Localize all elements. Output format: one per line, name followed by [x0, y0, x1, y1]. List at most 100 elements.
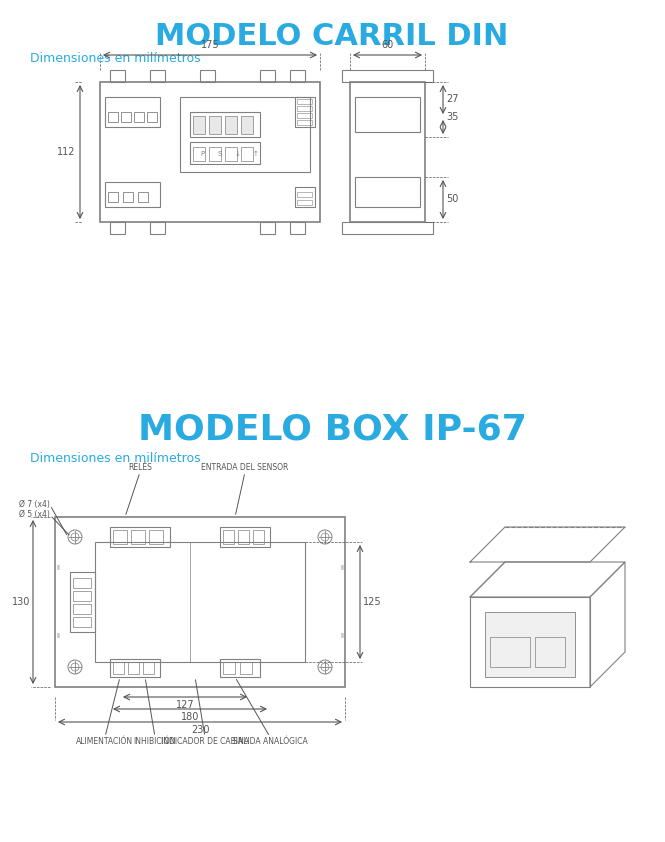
- Bar: [253, 530, 264, 544]
- Bar: [73, 578, 91, 588]
- Bar: [260, 222, 275, 234]
- Bar: [200, 70, 215, 82]
- Bar: [297, 99, 312, 104]
- Bar: [295, 187, 315, 207]
- Text: 130: 130: [11, 597, 30, 607]
- Bar: [220, 527, 270, 547]
- Bar: [223, 530, 234, 544]
- Bar: [73, 617, 91, 627]
- Text: S: S: [218, 151, 222, 157]
- Bar: [149, 530, 163, 544]
- Bar: [297, 106, 312, 111]
- Bar: [150, 70, 165, 82]
- Bar: [110, 527, 170, 547]
- Bar: [225, 147, 237, 161]
- Bar: [297, 113, 312, 118]
- Text: 175: 175: [201, 40, 219, 50]
- Bar: [105, 97, 160, 127]
- Text: ALIMENTACIÓN: ALIMENTACIÓN: [76, 737, 134, 746]
- Text: 180: 180: [181, 712, 200, 722]
- Bar: [355, 177, 420, 207]
- Bar: [110, 659, 160, 677]
- Bar: [355, 97, 420, 132]
- Text: MODELO BOX IP-67: MODELO BOX IP-67: [138, 412, 527, 446]
- Bar: [113, 530, 127, 544]
- Text: 35: 35: [446, 112, 458, 122]
- Bar: [241, 147, 253, 161]
- Text: Ø 7 (x4): Ø 7 (x4): [19, 500, 50, 509]
- Text: ↑: ↑: [253, 151, 259, 157]
- Bar: [143, 662, 154, 674]
- Bar: [297, 192, 312, 197]
- Bar: [290, 222, 305, 234]
- Bar: [108, 112, 118, 122]
- Bar: [123, 192, 133, 202]
- Text: MODELO CARRIL DIN: MODELO CARRIL DIN: [156, 22, 509, 51]
- Text: 27: 27: [446, 94, 458, 104]
- Text: Dimensiones en milímetros: Dimensiones en milímetros: [30, 52, 201, 65]
- Bar: [240, 662, 252, 674]
- Bar: [225, 116, 237, 134]
- Bar: [470, 597, 590, 687]
- Text: ENTRADA DEL SENSOR: ENTRADA DEL SENSOR: [201, 463, 289, 472]
- Bar: [55, 517, 345, 687]
- Bar: [70, 572, 95, 632]
- Text: II: II: [340, 633, 344, 639]
- Bar: [490, 637, 530, 667]
- Bar: [108, 192, 118, 202]
- Bar: [190, 112, 260, 137]
- Text: 60: 60: [381, 40, 394, 50]
- Bar: [128, 662, 139, 674]
- Bar: [193, 147, 205, 161]
- Text: ↓: ↓: [235, 151, 241, 157]
- Text: Dimensiones en milímetros: Dimensiones en milímetros: [30, 452, 201, 465]
- Bar: [95, 542, 305, 662]
- Bar: [131, 530, 145, 544]
- Bar: [295, 97, 315, 127]
- Bar: [73, 591, 91, 601]
- Bar: [190, 142, 260, 164]
- Bar: [297, 120, 312, 125]
- Bar: [138, 192, 148, 202]
- Text: SALIDA ANALÓGICA: SALIDA ANALÓGICA: [233, 737, 307, 746]
- Text: II: II: [56, 633, 60, 639]
- Text: II: II: [56, 565, 60, 571]
- Text: 112: 112: [57, 147, 75, 157]
- Bar: [290, 70, 305, 82]
- Text: 127: 127: [176, 700, 194, 710]
- Bar: [297, 200, 312, 205]
- Bar: [220, 659, 260, 677]
- Bar: [180, 97, 310, 172]
- Bar: [121, 112, 131, 122]
- Bar: [134, 112, 144, 122]
- Text: INDICADOR DE CABINA: INDICADOR DE CABINA: [161, 737, 249, 746]
- Text: P: P: [200, 151, 204, 157]
- Bar: [535, 637, 565, 667]
- Text: INHIBICIÓN: INHIBICIÓN: [134, 737, 176, 746]
- Text: 50: 50: [446, 195, 458, 205]
- Bar: [209, 147, 221, 161]
- Bar: [342, 222, 433, 234]
- Bar: [113, 662, 124, 674]
- Bar: [110, 70, 125, 82]
- Bar: [147, 112, 157, 122]
- Bar: [260, 70, 275, 82]
- Text: 125: 125: [363, 597, 382, 607]
- Bar: [100, 82, 320, 222]
- Bar: [110, 222, 125, 234]
- Bar: [241, 116, 253, 134]
- Text: Ø 5 (x4): Ø 5 (x4): [19, 510, 50, 520]
- Bar: [485, 612, 575, 677]
- Bar: [193, 116, 205, 134]
- Bar: [150, 222, 165, 234]
- Bar: [105, 182, 160, 207]
- Bar: [350, 82, 425, 222]
- Bar: [223, 662, 235, 674]
- Bar: [209, 116, 221, 134]
- Text: II: II: [340, 565, 344, 571]
- Bar: [238, 530, 249, 544]
- Bar: [342, 70, 433, 82]
- Bar: [73, 604, 91, 614]
- Text: RELÉS: RELÉS: [128, 463, 152, 472]
- Text: 230: 230: [191, 725, 209, 735]
